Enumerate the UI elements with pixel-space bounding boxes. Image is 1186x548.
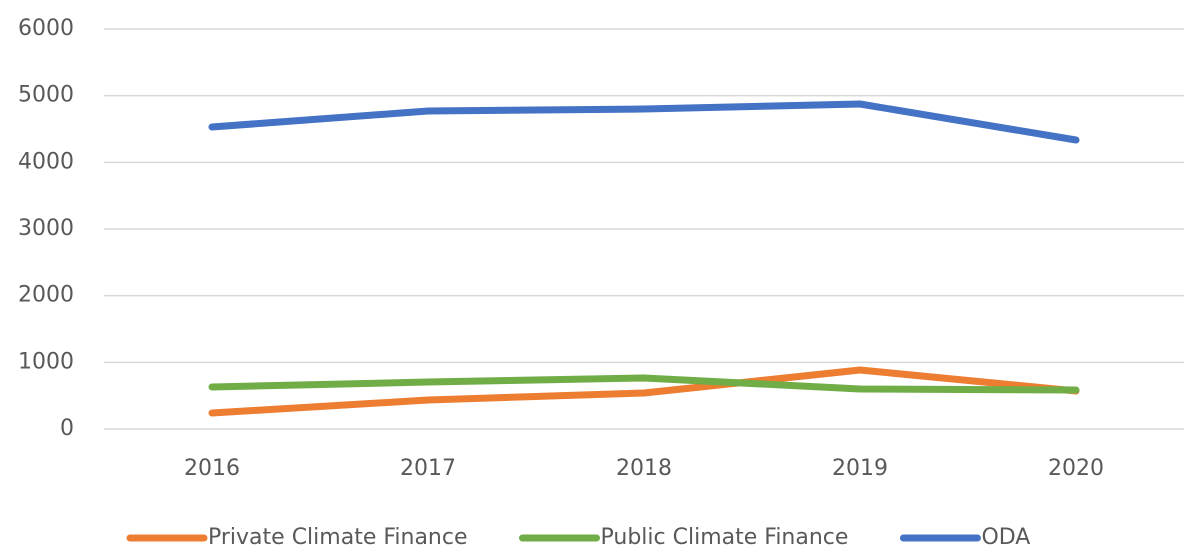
x-tick-label: 2019 <box>832 456 888 481</box>
x-tick-label: 2016 <box>184 456 240 481</box>
y-tick-label: 4000 <box>18 149 74 174</box>
y-tick-label: 3000 <box>18 216 74 241</box>
series-line <box>208 366 1080 417</box>
y-tick-label: 6000 <box>18 16 74 41</box>
series-line <box>208 374 1080 394</box>
series-line <box>208 100 1080 144</box>
legend-label: Public Climate Finance <box>601 525 849 548</box>
x-tick-label: 2018 <box>616 456 672 481</box>
y-tick-label: 0 <box>60 416 74 441</box>
y-tick-label: 1000 <box>18 349 74 374</box>
y-tick-label: 5000 <box>18 83 74 108</box>
legend-label: Private Climate Finance <box>208 525 468 548</box>
x-tick-label: 2020 <box>1048 456 1104 481</box>
x-tick-label: 2017 <box>400 456 456 481</box>
y-tick-label: 2000 <box>18 283 74 308</box>
legend-label: ODA <box>981 525 1030 548</box>
